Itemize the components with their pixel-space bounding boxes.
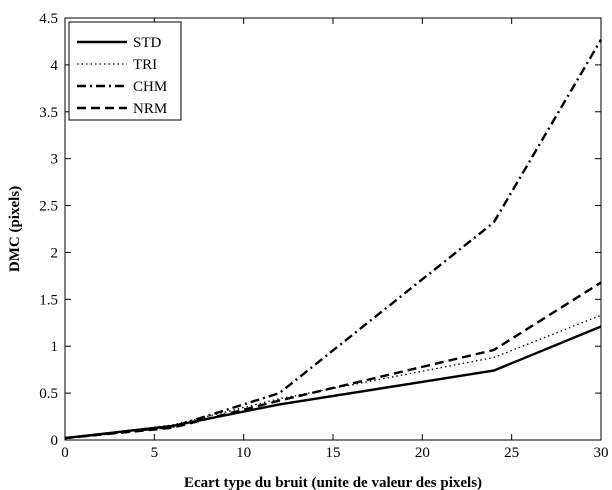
x-axis: 0 5 10 15 20 25 30 [61, 18, 609, 461]
x-axis-title: Ecart type du bruit (unite de valeur des… [184, 475, 482, 490]
y-axis-title: DMC (pixels) [7, 186, 23, 272]
legend: STD TRI CHM NRM [68, 21, 182, 121]
y-tick-label: 3.5 [39, 105, 58, 121]
x-tick-label: 30 [594, 445, 609, 461]
x-tick-label: 20 [415, 445, 430, 461]
x-tick-label: 5 [151, 445, 159, 461]
legend-label-tri: TRI [133, 57, 157, 73]
y-axis: 0 0.5 1 1.5 2 2.5 3 3.5 4 4.5 [39, 11, 601, 449]
x-tick-label: 25 [504, 445, 519, 461]
series-line-nrm [64, 281, 602, 440]
y-tick-label: 0 [51, 433, 59, 449]
y-tick-label: 4.5 [39, 11, 58, 27]
x-tick-label: 10 [236, 445, 251, 461]
y-tick-label: 4 [51, 58, 59, 74]
x-tick-label: 15 [326, 445, 341, 461]
legend-label-std: STD [133, 35, 162, 51]
legend-box [68, 21, 182, 121]
x-tick-label: 0 [61, 445, 69, 461]
y-tick-label: 0.5 [39, 386, 58, 402]
series-lines [64, 38, 603, 440]
y-tick-label: 2.5 [39, 199, 58, 215]
y-tick-label: 1 [51, 339, 59, 355]
series-line-std [64, 325, 602, 440]
y-tick-label: 1.5 [39, 292, 58, 308]
y-tick-label: 2 [51, 245, 59, 261]
y-tick-label: 3 [51, 152, 59, 168]
legend-label-nrm: NRM [133, 101, 167, 117]
legend-label-chm: CHM [133, 79, 167, 95]
